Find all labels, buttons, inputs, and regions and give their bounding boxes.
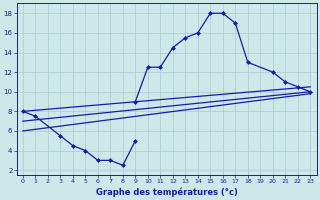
X-axis label: Graphe des températures (°c): Graphe des températures (°c) <box>96 187 237 197</box>
